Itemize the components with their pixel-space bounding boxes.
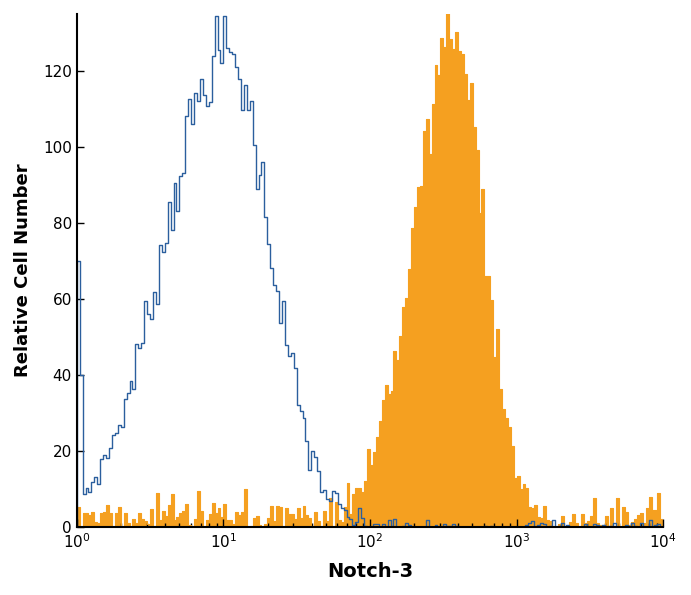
Y-axis label: Relative Cell Number: Relative Cell Number bbox=[14, 164, 32, 377]
X-axis label: Notch-3: Notch-3 bbox=[327, 562, 413, 581]
